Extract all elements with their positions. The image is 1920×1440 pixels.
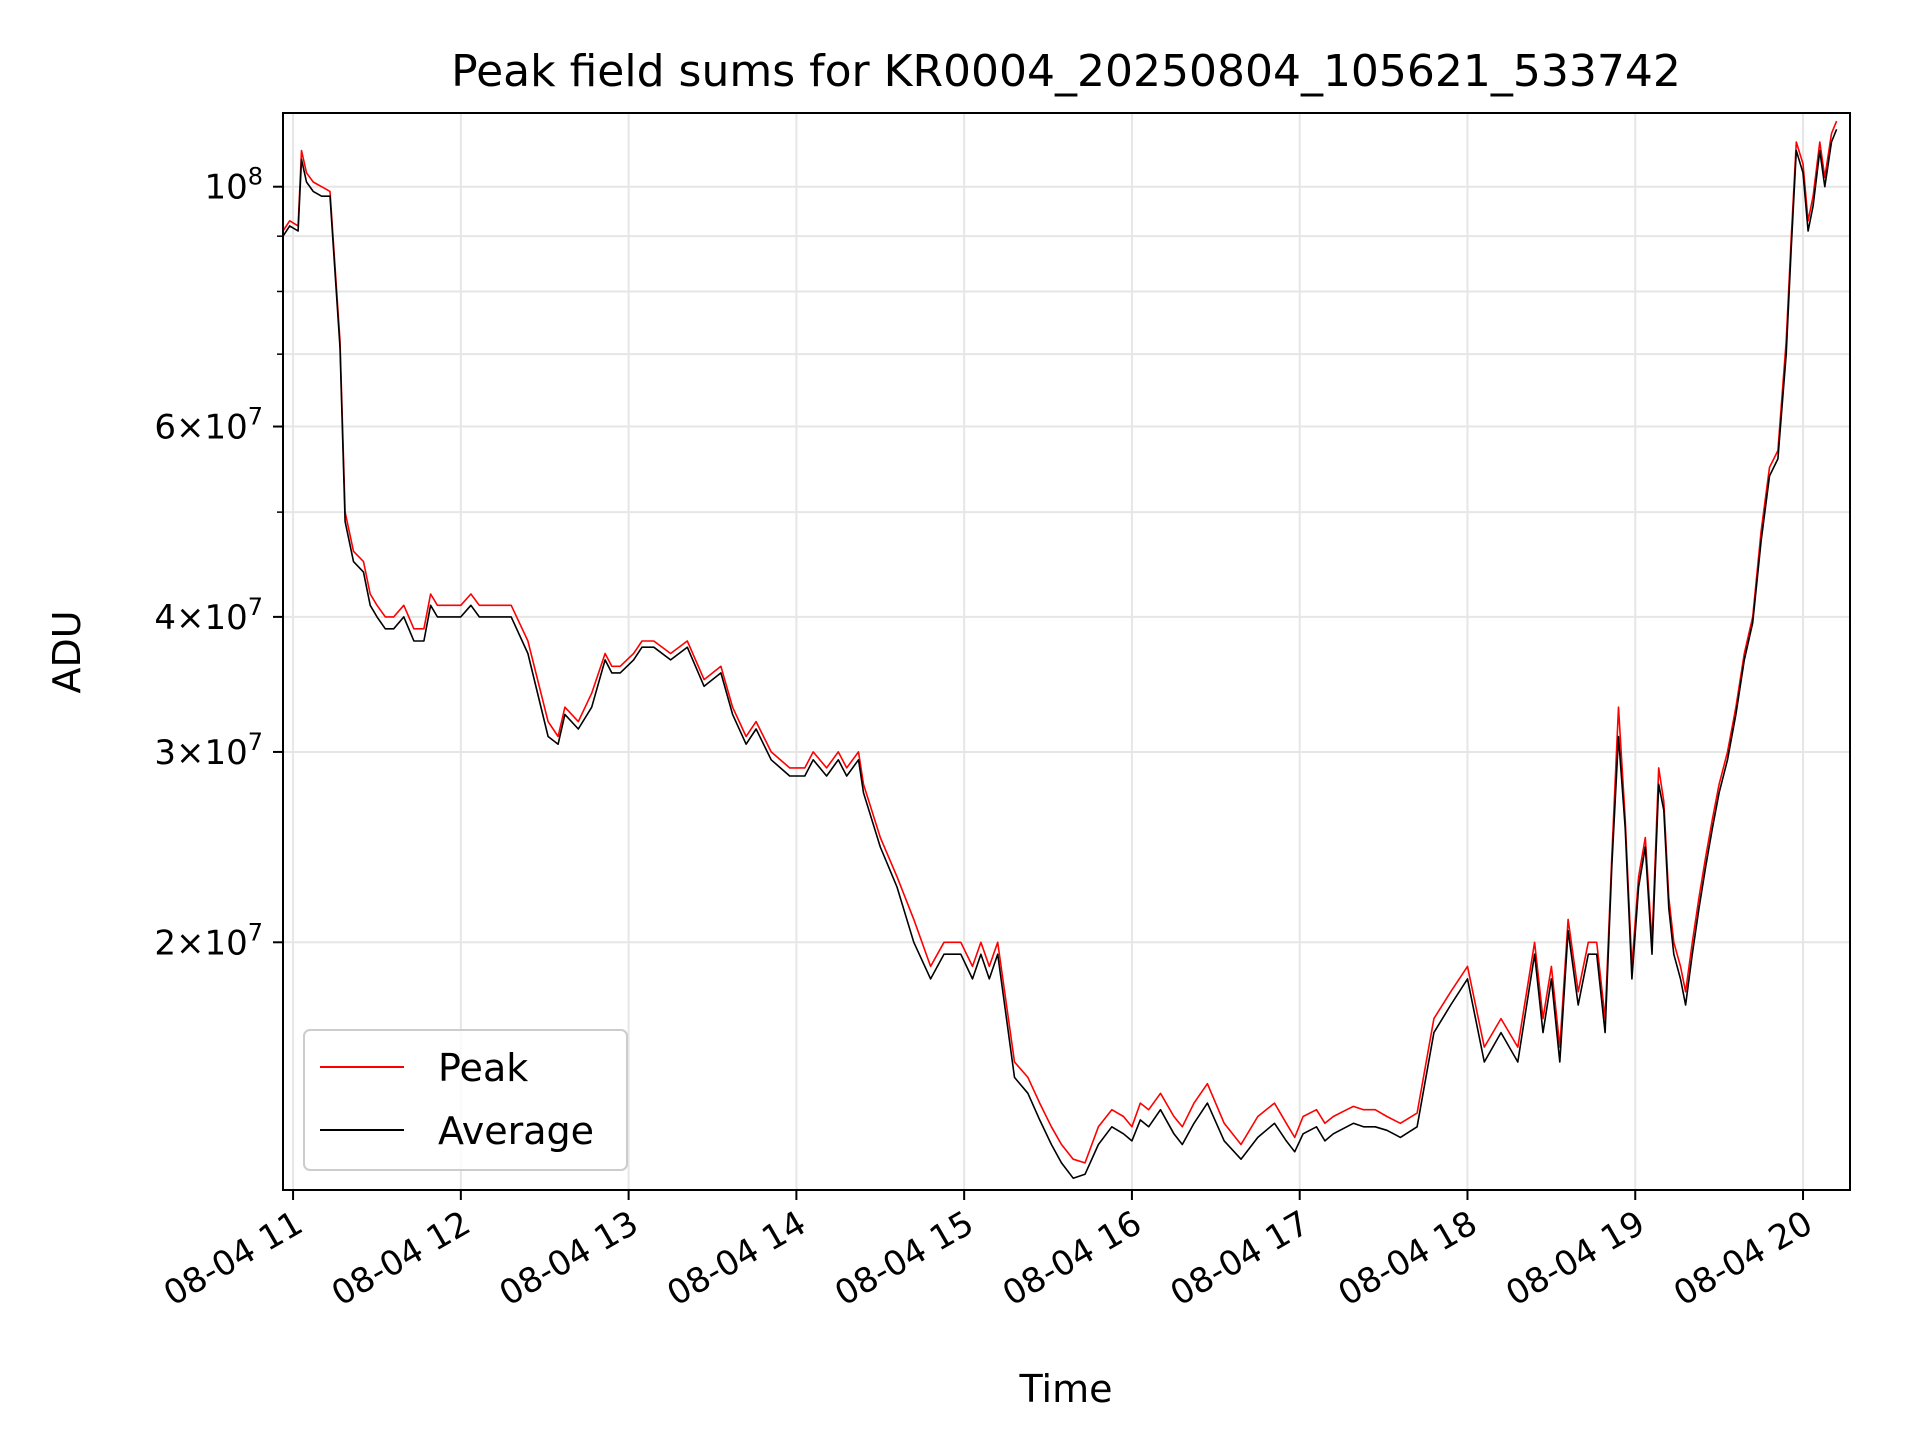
y-tick-label: 3×107 <box>154 728 263 773</box>
y-tick-label: 4×107 <box>154 593 263 638</box>
legend-peak-label: Peak <box>438 1046 528 1090</box>
series-line-average <box>283 129 1838 1179</box>
legend: Peak Average <box>303 1029 628 1171</box>
legend-average-label: Average <box>438 1109 594 1153</box>
legend-box <box>303 1029 628 1171</box>
plot-frame <box>282 112 1851 1191</box>
y-axis-label: ADU <box>45 610 89 693</box>
y-tick-label: 6×107 <box>154 403 263 448</box>
x-axis-label: Time <box>1019 1367 1113 1411</box>
y-tick-label: 108 <box>204 163 263 208</box>
series-layer <box>283 120 1838 1179</box>
chart-title: Peak field sums for KR0004_20250804_1056… <box>451 46 1681 97</box>
y-tick-label: 2×107 <box>154 918 263 963</box>
series-line-peak <box>283 120 1838 1164</box>
